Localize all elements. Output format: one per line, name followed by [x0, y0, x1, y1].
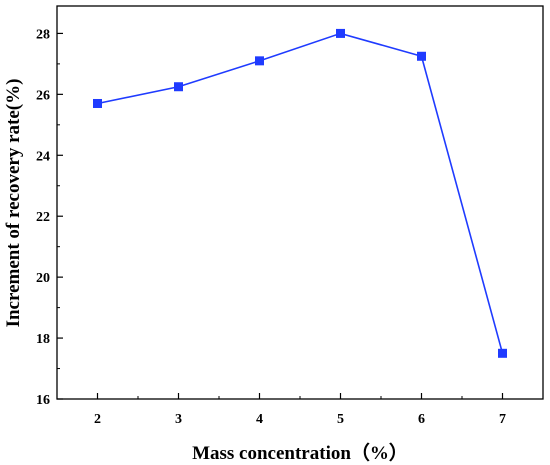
x-tick-label: 4	[256, 412, 263, 427]
y-tick-label: 24	[36, 149, 50, 164]
data-point	[174, 82, 183, 92]
y-axis-ticks: 16 18 20 22 24 26 28	[36, 27, 63, 408]
x-tick-label: 6	[418, 412, 425, 427]
data-point	[93, 98, 102, 108]
y-tick-label: 20	[36, 271, 50, 286]
y-tick-label: 28	[36, 27, 50, 42]
y-tick-label: 18	[36, 332, 50, 347]
x-tick-label: 2	[94, 412, 101, 427]
x-axis-ticks: 2 3 4 5 6 7	[94, 393, 506, 427]
data-point	[417, 51, 426, 61]
data-points	[93, 28, 507, 358]
y-tick-label: 26	[36, 88, 50, 103]
x-tick-label: 7	[499, 412, 506, 427]
x-tick-label: 3	[175, 412, 182, 427]
series-line	[97, 32, 504, 354]
data-point	[336, 28, 345, 38]
data-point	[255, 56, 264, 66]
x-axis-title: Mass concentration（%）	[192, 441, 408, 464]
y-tick-label: 22	[36, 210, 50, 225]
plot-frame	[56, 5, 544, 400]
data-point	[498, 348, 507, 358]
x-tick-label: 5	[337, 412, 344, 427]
y-axis-title: Increment of recovery rate(%)	[3, 79, 24, 328]
y-tick-label: 16	[36, 393, 50, 408]
